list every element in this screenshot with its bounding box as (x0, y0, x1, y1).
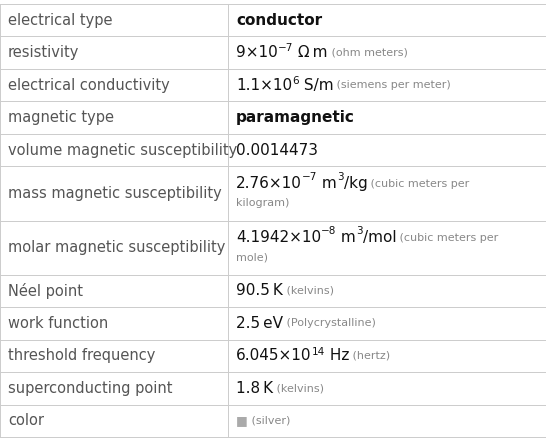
Text: 1.1×10: 1.1×10 (236, 78, 292, 93)
Text: conductor: conductor (236, 13, 322, 28)
Text: Néel point: Néel point (8, 283, 83, 299)
Text: electrical type: electrical type (8, 13, 112, 28)
Text: m: m (317, 176, 337, 191)
Text: Ω m: Ω m (293, 45, 328, 60)
Text: color: color (8, 413, 44, 428)
Text: (kelvins): (kelvins) (283, 286, 334, 296)
Text: 6: 6 (292, 76, 299, 86)
Text: −8: −8 (321, 226, 336, 236)
Text: (cubic meters per: (cubic meters per (396, 233, 498, 243)
Text: molar magnetic susceptibility: molar magnetic susceptibility (8, 240, 225, 255)
Text: mole): mole) (236, 252, 268, 262)
Text: (hertz): (hertz) (349, 351, 390, 361)
Text: ■: ■ (236, 414, 248, 427)
Text: 90.5 K: 90.5 K (236, 284, 283, 299)
Text: 4.1942×10: 4.1942×10 (236, 230, 321, 245)
Text: paramagnetic: paramagnetic (236, 110, 355, 125)
Text: volume magnetic susceptibility: volume magnetic susceptibility (8, 142, 238, 157)
Text: 6.045×10: 6.045×10 (236, 348, 312, 363)
Text: Hz: Hz (325, 348, 349, 363)
Text: resistivity: resistivity (8, 45, 79, 60)
Text: m: m (336, 230, 356, 245)
Text: (kelvins): (kelvins) (273, 383, 324, 393)
Text: (silver): (silver) (248, 416, 290, 426)
Text: 0.0014473: 0.0014473 (236, 142, 318, 157)
Text: superconducting point: superconducting point (8, 381, 173, 396)
Text: 14: 14 (312, 347, 325, 357)
Text: (cubic meters per: (cubic meters per (367, 179, 470, 189)
Text: threshold frequency: threshold frequency (8, 348, 156, 363)
Text: S/m: S/m (299, 78, 334, 93)
Text: 3: 3 (356, 226, 363, 236)
Text: magnetic type: magnetic type (8, 110, 114, 125)
Text: mass magnetic susceptibility: mass magnetic susceptibility (8, 186, 222, 201)
Text: work function: work function (8, 316, 108, 331)
Text: 9×10: 9×10 (236, 45, 278, 60)
Text: (ohm meters): (ohm meters) (328, 48, 407, 58)
Text: (siemens per meter): (siemens per meter) (334, 80, 451, 90)
Text: /mol: /mol (363, 230, 396, 245)
Text: electrical conductivity: electrical conductivity (8, 78, 170, 93)
Text: /kg: /kg (343, 176, 367, 191)
Text: 1.8 K: 1.8 K (236, 381, 273, 396)
Text: kilogram): kilogram) (236, 198, 289, 208)
Text: −7: −7 (278, 44, 293, 53)
Text: 3: 3 (337, 172, 343, 182)
Text: −7: −7 (302, 172, 317, 182)
Text: 2.5 eV: 2.5 eV (236, 316, 283, 331)
Text: 2.76×10: 2.76×10 (236, 176, 302, 191)
Text: (Polycrystalline): (Polycrystalline) (283, 318, 376, 329)
